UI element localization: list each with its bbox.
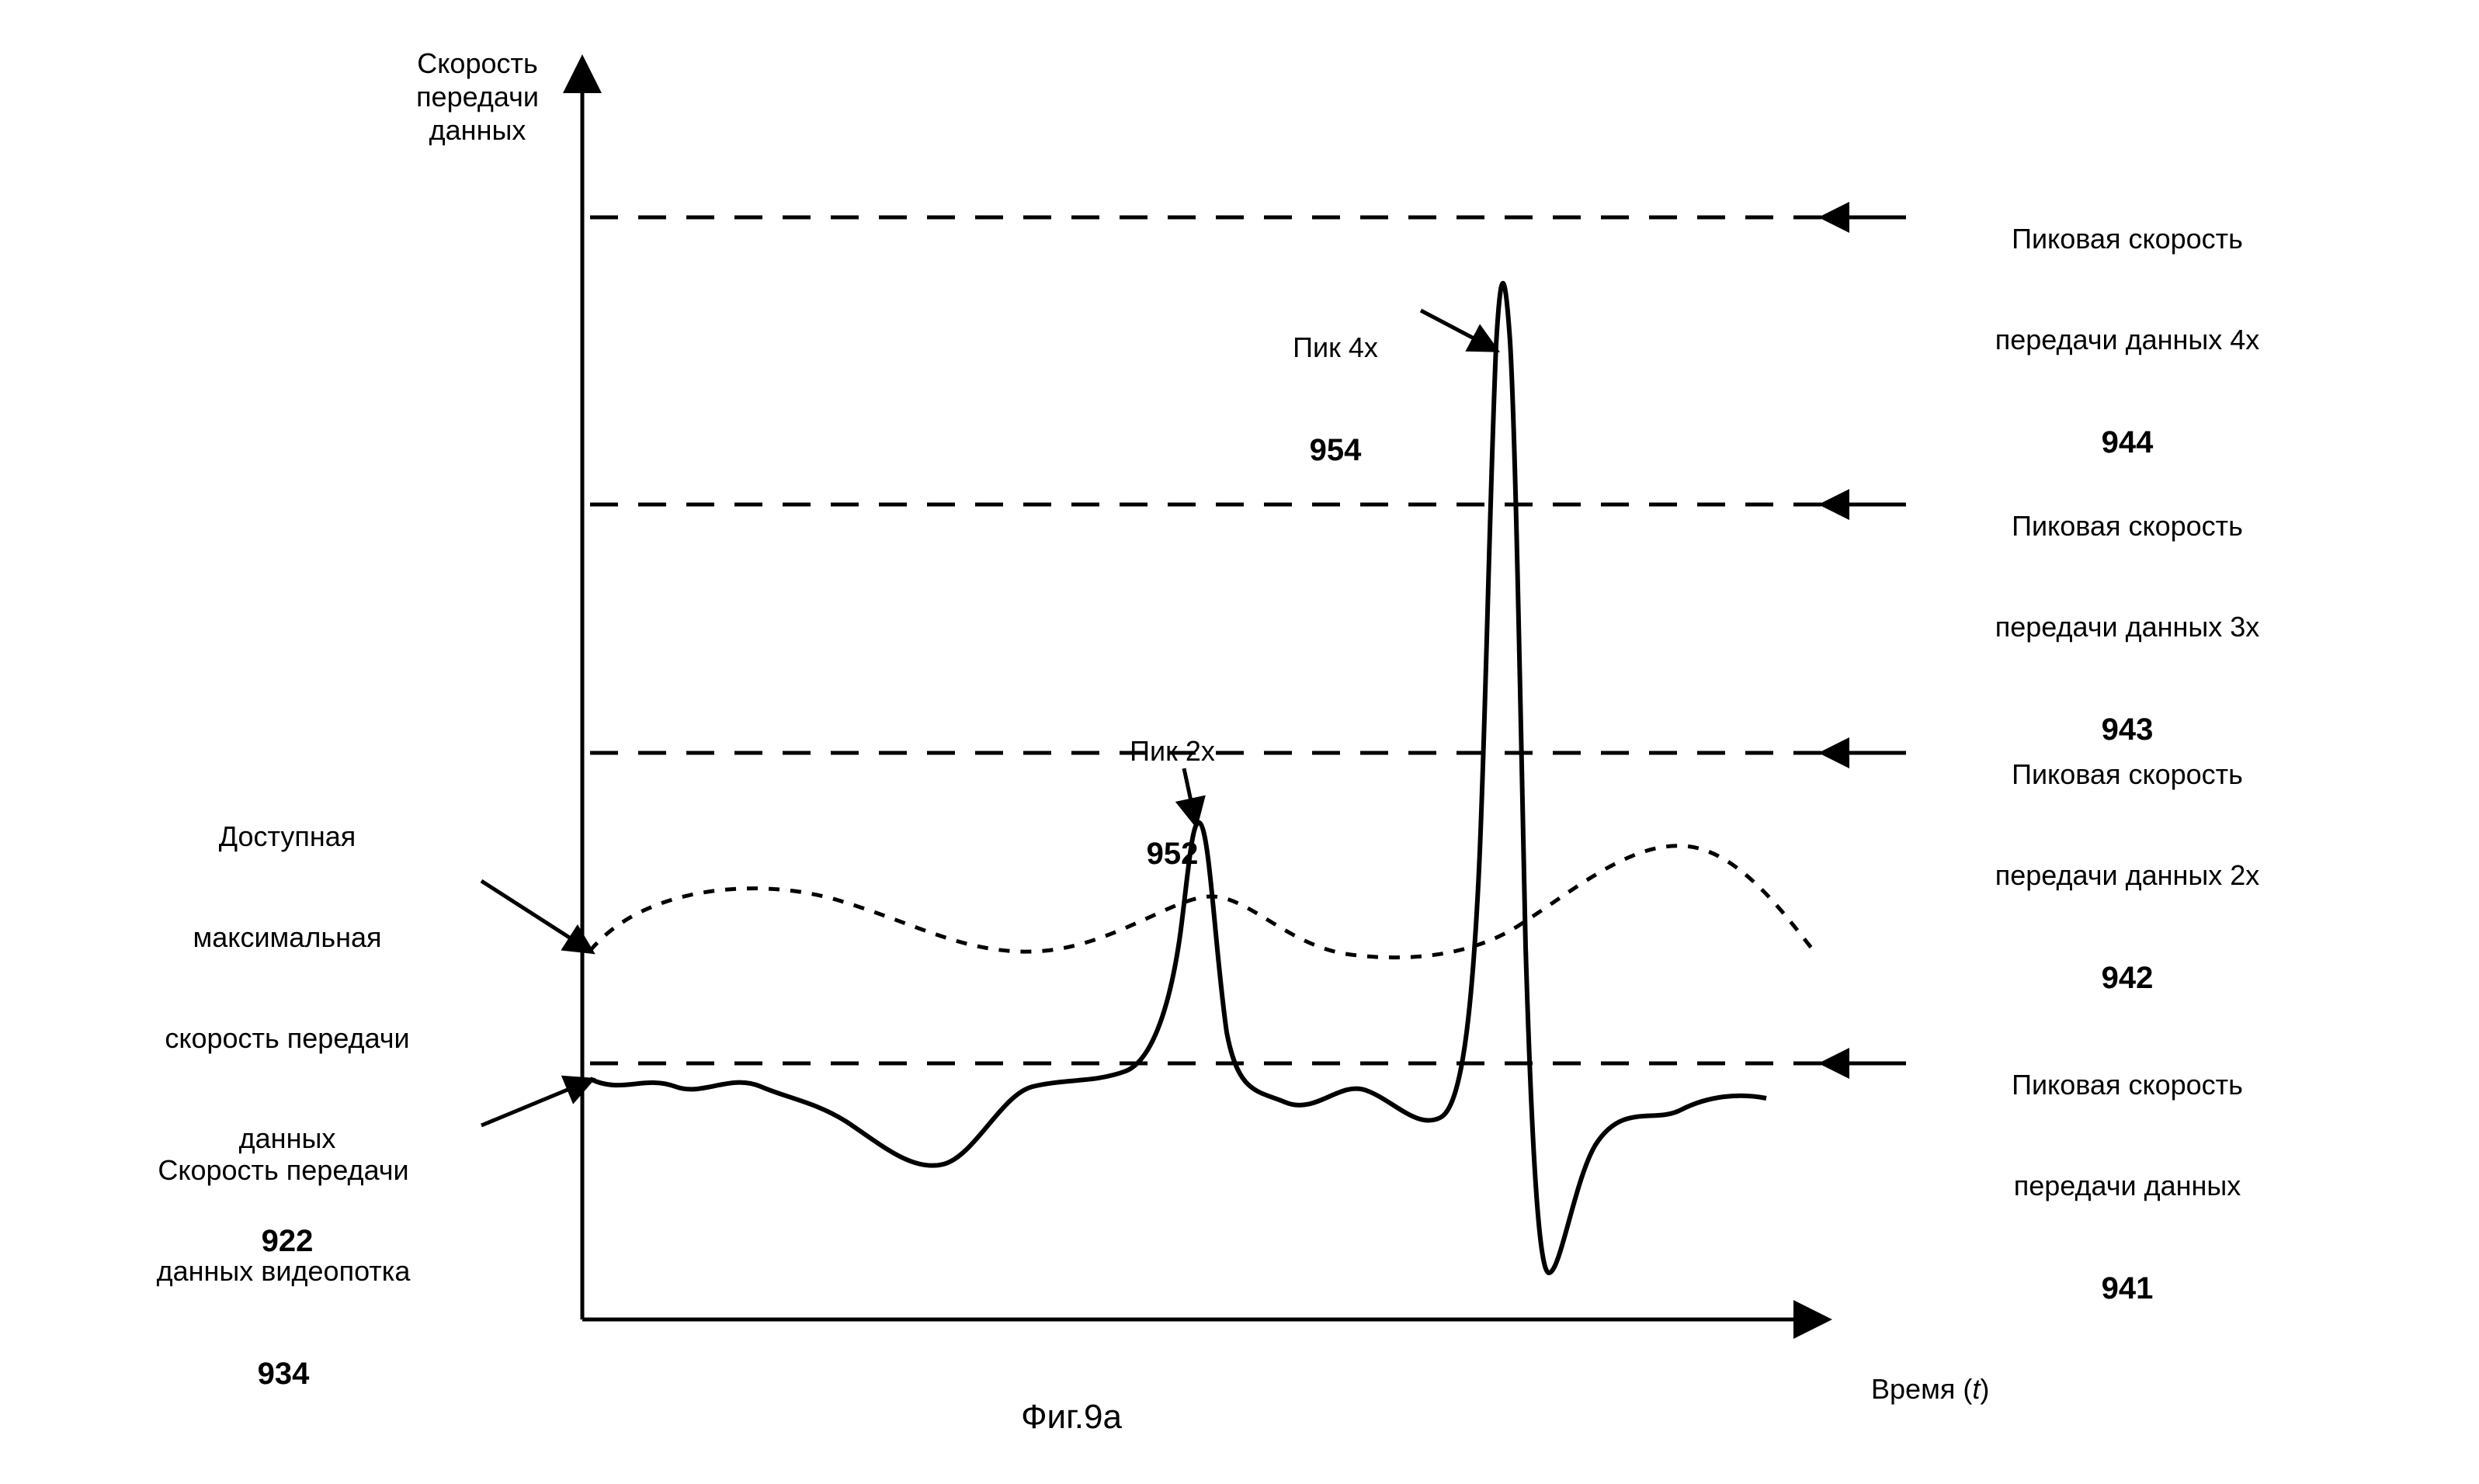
label-peak-4x-point: Пик 4x 954 xyxy=(1258,264,1413,536)
label-available-line3: скорость передачи xyxy=(101,1021,474,1055)
figure-caption: Фиг.9a xyxy=(916,1397,1227,1438)
ref-954: 954 xyxy=(1258,432,1413,469)
ref-952: 952 xyxy=(1095,835,1250,872)
label-peak-rate-1x-line2: передачи данных xyxy=(1925,1169,2329,1202)
label-peak-rate-1x-line1: Пиковая скорость xyxy=(1925,1068,2329,1101)
label-peak-rate-2x-line1: Пиковая скорость xyxy=(1925,758,2329,791)
label-peak-rate-1x: Пиковая скорость передачи данных 941 xyxy=(1925,1001,2329,1374)
ref-934: 934 xyxy=(93,1355,474,1392)
x-axis-title-prefix: Время ( xyxy=(1871,1373,1972,1405)
callout-arrow-video_left xyxy=(481,1080,590,1125)
figure-9a: Скорость передачи данных Время (t) Фиг.9… xyxy=(0,0,2479,1484)
label-peak-rate-3x-line1: Пиковая скорость xyxy=(1925,509,2329,543)
x-axis-title-var: t xyxy=(1972,1373,1980,1405)
ref-941: 941 xyxy=(1925,1270,2329,1307)
ref-942: 942 xyxy=(1925,959,2329,997)
label-available-line1: Доступная xyxy=(101,820,474,853)
x-axis-title-suffix: ) xyxy=(1980,1373,1989,1405)
label-peak-rate-2x-line2: передачи данных 2x xyxy=(1925,858,2329,892)
label-peak-2x-point: Пик 2x 952 xyxy=(1095,667,1250,939)
label-available-line2: максимальная xyxy=(101,921,474,954)
label-video-line2: данных видеопотка xyxy=(93,1254,474,1288)
label-peak-rate-4x-line2: передачи данных 4x xyxy=(1925,323,2329,356)
label-peak-rate-3x-line2: передачи данных 3x xyxy=(1925,610,2329,643)
callout-arrow-avail_left xyxy=(481,881,590,951)
callout-arrow-peak4x_label xyxy=(1421,310,1495,349)
label-peak-4x-point-line1: Пик 4x xyxy=(1258,331,1413,364)
label-video-stream-rate: Скорость передачи данных видеопотка 934 xyxy=(93,1087,474,1459)
label-peak-2x-point-line1: Пик 2x xyxy=(1095,734,1250,768)
label-peak-rate-4x-line1: Пиковая скорость xyxy=(1925,222,2329,255)
label-video-line1: Скорость передачи xyxy=(93,1153,474,1187)
y-axis-title: Скорость передачи данных xyxy=(388,47,567,147)
